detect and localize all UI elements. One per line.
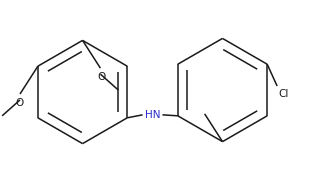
Text: O: O [97, 72, 105, 82]
Text: O: O [15, 98, 23, 108]
Text: HN: HN [145, 110, 160, 120]
Text: Cl: Cl [278, 89, 289, 99]
